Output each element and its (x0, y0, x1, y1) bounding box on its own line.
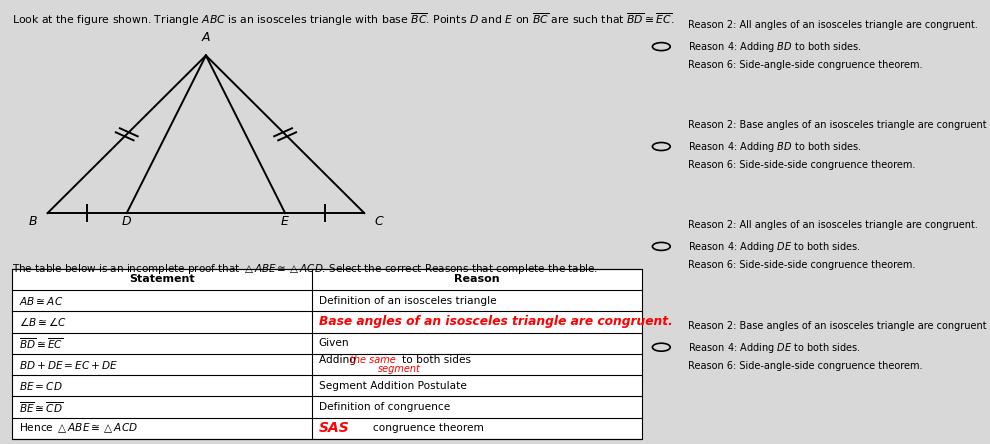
Text: $BD + DE = EC + DE$: $BD + DE = EC + DE$ (19, 358, 118, 371)
Text: $B$: $B$ (28, 215, 38, 228)
Text: Reason 2: Base angles of an isosceles triangle are congruent: Reason 2: Base angles of an isosceles tr… (688, 120, 987, 130)
Text: Reason 6: Side-angle-side congruence theorem.: Reason 6: Side-angle-side congruence the… (688, 60, 923, 70)
Text: $D$: $D$ (121, 215, 133, 228)
Text: $C$: $C$ (374, 215, 385, 228)
Text: Reason 6: Side-side-side congruence theorem.: Reason 6: Side-side-side congruence theo… (688, 160, 916, 170)
Text: Reason 4: Adding $BD$ to both sides.: Reason 4: Adding $BD$ to both sides. (688, 140, 861, 154)
Text: Reason 4: Adding $DE$ to both sides.: Reason 4: Adding $DE$ to both sides. (688, 341, 861, 355)
Text: The table below is an incomplete proof that $\triangle ABE \cong \triangle ACD$.: The table below is an incomplete proof t… (12, 262, 598, 276)
Text: $\angle B \cong \angle C$: $\angle B \cong \angle C$ (19, 315, 67, 329)
Text: Reason 2: All angles of an isosceles triangle are congruent.: Reason 2: All angles of an isosceles tri… (688, 220, 978, 230)
Text: Base angles of an isosceles triangle are congruent.: Base angles of an isosceles triangle are… (319, 315, 672, 329)
Text: Reason 4: Adding $BD$ to both sides.: Reason 4: Adding $BD$ to both sides. (688, 40, 861, 54)
Text: Hence $\triangle ABE \cong \triangle ACD$: Hence $\triangle ABE \cong \triangle ACD… (19, 422, 138, 435)
Text: SAS: SAS (319, 421, 349, 436)
Text: Look at the figure shown. Triangle $ABC$ is an isosceles triangle with base $\ov: Look at the figure shown. Triangle $ABC$… (12, 11, 674, 28)
Text: Adding: Adding (319, 355, 359, 365)
Text: to both sides: to both sides (402, 355, 471, 365)
Text: $\overline{BE} \cong \overline{CD}$: $\overline{BE} \cong \overline{CD}$ (19, 400, 63, 415)
Text: the same: the same (350, 355, 396, 365)
Text: Reason 6: Side-angle-side congruence theorem.: Reason 6: Side-angle-side congruence the… (688, 361, 923, 371)
Text: $E$: $E$ (280, 215, 290, 228)
Text: Reason 6: Side-side-side congruence theorem.: Reason 6: Side-side-side congruence theo… (688, 260, 916, 270)
Bar (12, 269, 642, 439)
Text: Reason 2: Base angles of an isosceles triangle are congruent: Reason 2: Base angles of an isosceles tr… (688, 321, 987, 331)
Text: Reason 2: All angles of an isosceles triangle are congruent.: Reason 2: All angles of an isosceles tri… (688, 20, 978, 30)
Text: Reason: Reason (453, 274, 500, 284)
Text: $A$: $A$ (201, 32, 211, 44)
Text: $BE = CD$: $BE = CD$ (19, 380, 62, 392)
Text: segment: segment (378, 364, 421, 374)
Text: $\overline{BD} \cong \overline{EC}$: $\overline{BD} \cong \overline{EC}$ (19, 336, 63, 351)
Text: Definition of an isosceles triangle: Definition of an isosceles triangle (319, 296, 496, 305)
Text: $AB \cong AC$: $AB \cong AC$ (19, 294, 63, 307)
Text: Reason 4: Adding $DE$ to both sides.: Reason 4: Adding $DE$ to both sides. (688, 240, 861, 254)
Text: Given: Given (319, 338, 349, 348)
Text: Statement: Statement (129, 274, 195, 284)
Text: congruence theorem: congruence theorem (356, 424, 484, 433)
Text: Definition of congruence: Definition of congruence (319, 402, 450, 412)
Text: Segment Addition Postulate: Segment Addition Postulate (319, 381, 466, 391)
